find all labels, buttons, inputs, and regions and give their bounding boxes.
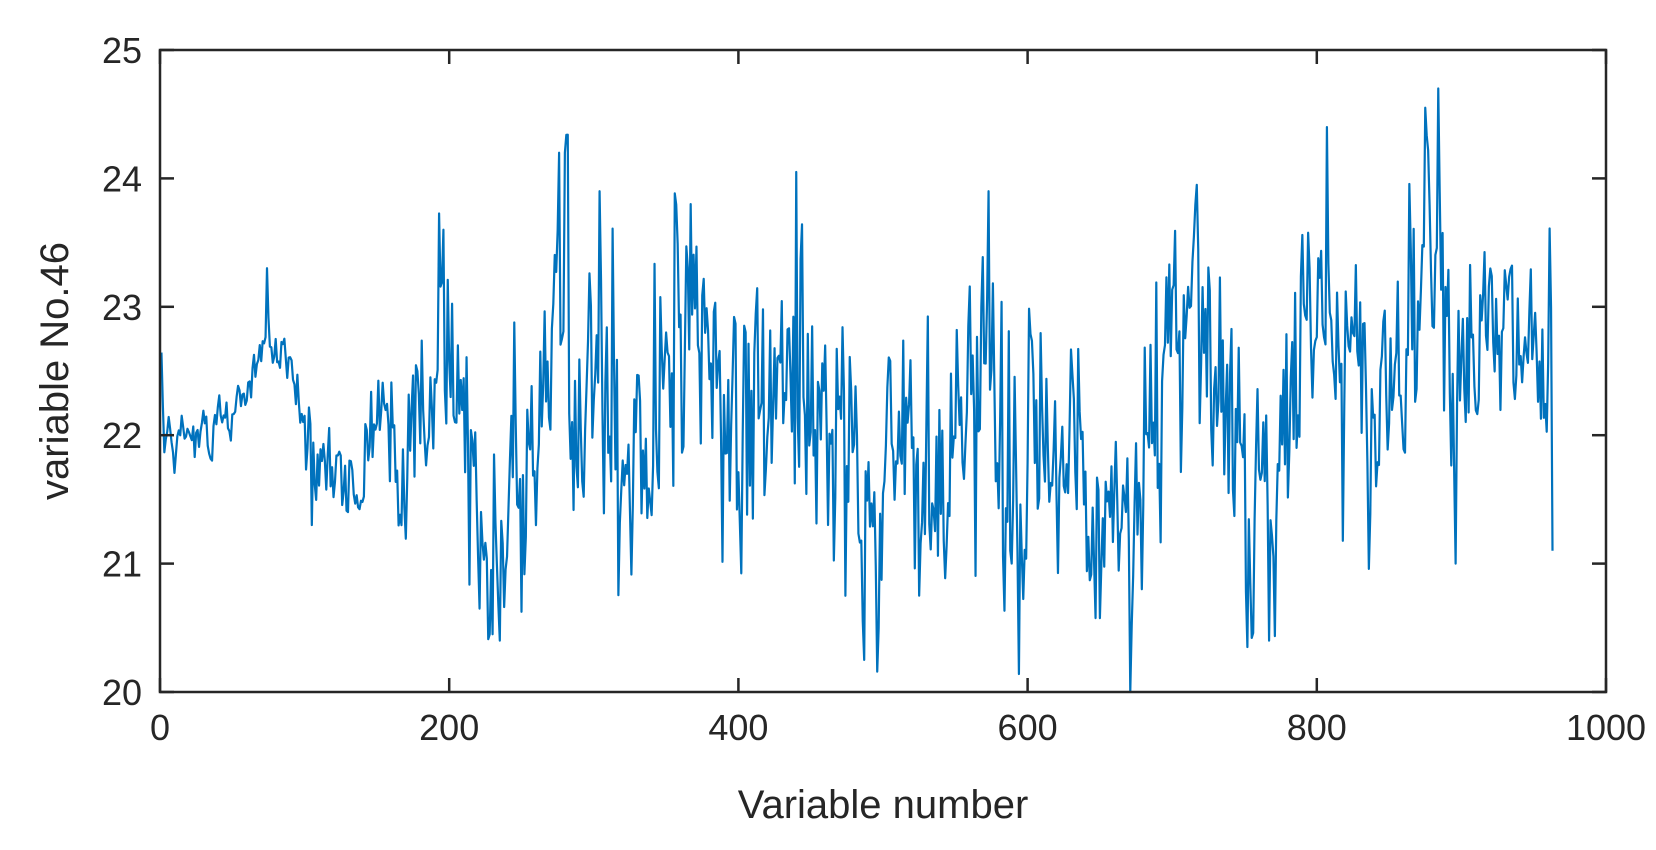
y-tick-label: 24 [102, 158, 142, 199]
y-tick-label: 25 [102, 30, 142, 71]
y-tick-label: 21 [102, 544, 142, 585]
axes-box [158, 48, 1608, 694]
x-tick-label: 1000 [1566, 707, 1646, 748]
x-tick-label: 800 [1287, 707, 1347, 748]
y-tick-label: 20 [102, 672, 142, 713]
y-tick-label: 23 [102, 287, 142, 328]
x-tick-label: 600 [998, 707, 1058, 748]
series-line-1 [160, 87, 1554, 694]
x-tick-labels: 0 200 400 600 800 1000 [150, 707, 1646, 748]
x-axis-label: Variable number [738, 783, 1029, 827]
y-axis-label: variable No.46 [33, 242, 77, 500]
y-tick-label: 22 [102, 415, 142, 456]
x-tick-label: 200 [419, 707, 479, 748]
plot-area [160, 87, 1554, 694]
y-tick-labels: 20 21 22 23 24 25 [102, 30, 142, 713]
x-tick-label: 400 [708, 707, 768, 748]
x-tick-label: 0 [150, 707, 170, 748]
